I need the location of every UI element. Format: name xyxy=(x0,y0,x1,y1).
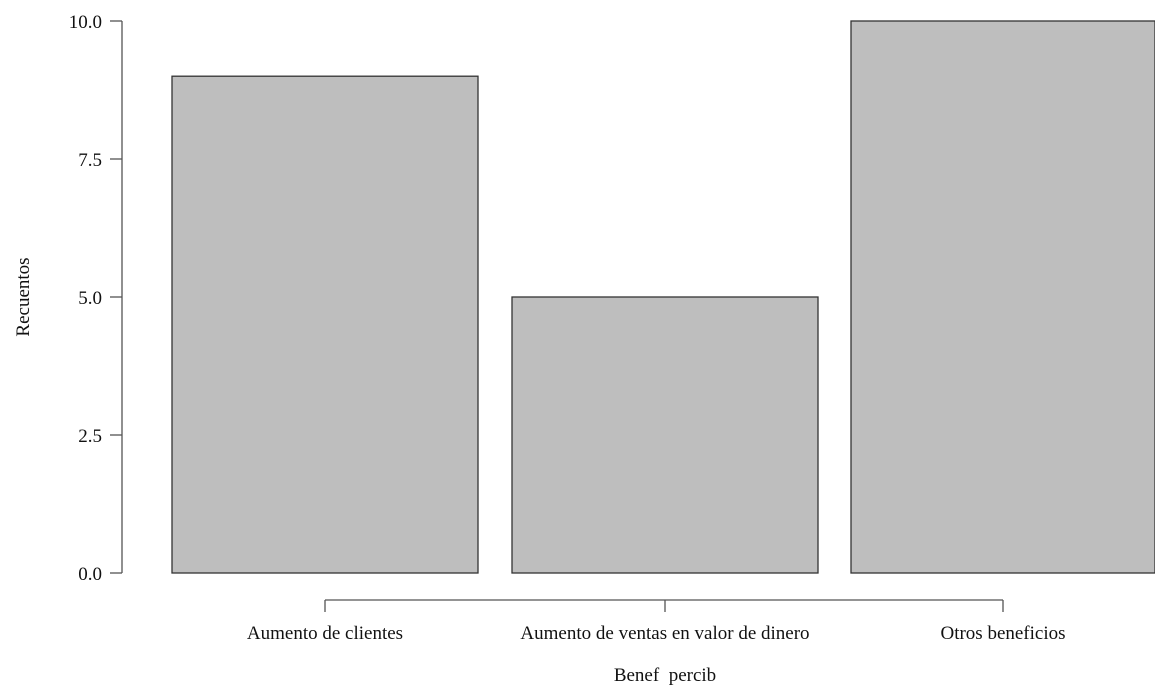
bar-2 xyxy=(511,296,819,574)
x-axis: Aumento de clientes Aumento de ventas en … xyxy=(247,599,1066,644)
y-axis-title: Recuentos xyxy=(13,257,34,336)
y-tick-label: 5.0 xyxy=(78,288,102,309)
x-axis-title: Benef percib xyxy=(614,665,716,686)
bar-3 xyxy=(850,20,1155,574)
y-tick-label: 2.5 xyxy=(78,426,102,447)
bar-1 xyxy=(171,75,479,574)
x-tick-label: Otros beneficios xyxy=(940,623,1065,644)
y-tick-label: 7.5 xyxy=(78,150,102,171)
x-tick-label: Aumento de clientes xyxy=(247,623,403,644)
x-tick-label: Aumento de ventas en valor de dinero xyxy=(520,623,809,644)
y-tick-label: 10.0 xyxy=(69,12,102,33)
y-tick-label: 0.0 xyxy=(78,564,102,585)
bars-layer xyxy=(171,20,1155,574)
y-axis: 0.0 2.5 5.0 7.5 10.0 xyxy=(69,12,123,585)
